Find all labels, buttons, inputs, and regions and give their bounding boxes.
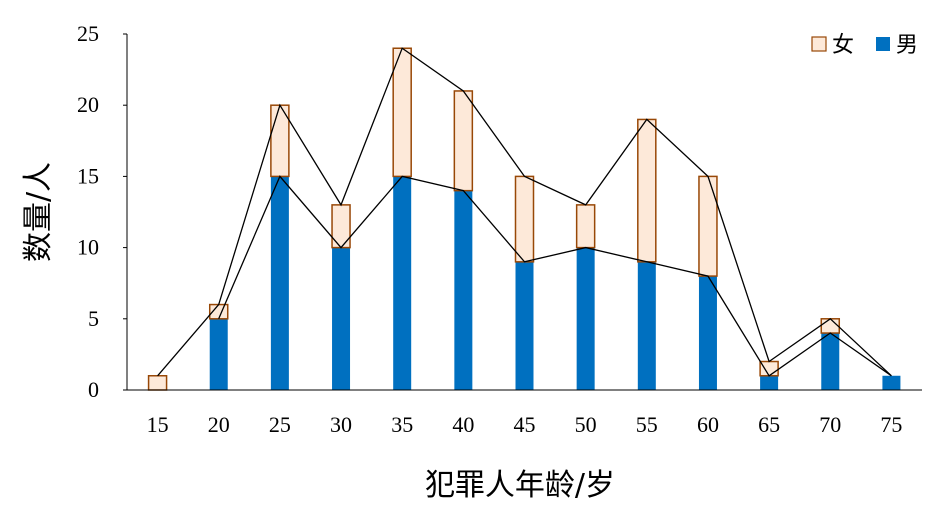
- bar-male-35: [393, 176, 412, 390]
- bar-female-45: [514, 175, 535, 263]
- legend-label-male: 男: [896, 33, 918, 58]
- x-tick-label-60: 60: [697, 412, 719, 437]
- bar-male-70: [821, 333, 840, 390]
- bar-female-35: [392, 47, 412, 178]
- x-tick-label-45: 45: [514, 412, 536, 437]
- x-tick-label-40: 40: [452, 412, 474, 437]
- y-tick-label-10: 10: [77, 235, 99, 260]
- bar-male-50: [576, 247, 595, 390]
- connector-line-total: [157, 47, 892, 377]
- y-tick-label-0: 0: [88, 377, 99, 402]
- x-tick-label-30: 30: [330, 412, 352, 437]
- y-axis-title: 数量/人: [21, 162, 56, 262]
- bar-male-65: [760, 375, 779, 390]
- x-tick-label-65: 65: [758, 412, 780, 437]
- x-tick-labels: 15 20 25 30 35 40 45 50 55 60 65 70 75: [147, 412, 903, 437]
- bar-female-60: [698, 175, 718, 277]
- bar-male-25: [270, 176, 289, 390]
- bar-male-30: [332, 247, 351, 390]
- x-tick-label-55: 55: [636, 412, 658, 437]
- bars-layer: [147, 47, 901, 391]
- x-tick-label-15: 15: [147, 412, 169, 437]
- connector-lines-layer: [157, 47, 892, 377]
- x-tick-label-25: 25: [269, 412, 291, 437]
- bar-male-20: [209, 318, 228, 390]
- bar-female-55: [637, 118, 657, 263]
- bar-female-70: [820, 318, 841, 334]
- x-tick-label-35: 35: [391, 412, 413, 437]
- x-tick-label-50: 50: [575, 412, 597, 437]
- connector-line-male: [218, 175, 892, 377]
- x-tick-label-20: 20: [208, 412, 230, 437]
- y-tick-labels: 0 5 10 15 20 25: [77, 21, 127, 402]
- legend-swatch-male: [876, 37, 890, 51]
- bar-male-55: [637, 261, 656, 390]
- legend: 女 男: [811, 33, 918, 58]
- x-axis-title: 犯罪人年龄/岁: [425, 468, 615, 503]
- bar-male-60: [698, 276, 717, 390]
- bar-female-15: [147, 375, 168, 391]
- bar-male-75: [882, 375, 901, 390]
- bar-male-45: [515, 261, 534, 390]
- bar-female-40: [453, 90, 474, 192]
- y-tick-label-20: 20: [77, 92, 99, 117]
- y-tick-label-25: 25: [77, 21, 99, 46]
- axes-layer: [126, 34, 922, 391]
- bar-female-65: [759, 360, 779, 377]
- bar-male-40: [454, 190, 473, 390]
- legend-swatch-female: [811, 36, 827, 52]
- y-tick-label-15: 15: [77, 163, 99, 188]
- x-tick-label-70: 70: [819, 412, 841, 437]
- legend-label-female: 女: [832, 33, 854, 58]
- bar-female-50: [575, 204, 596, 249]
- y-tick-label-5: 5: [88, 306, 99, 331]
- x-tick-label-75: 75: [880, 412, 902, 437]
